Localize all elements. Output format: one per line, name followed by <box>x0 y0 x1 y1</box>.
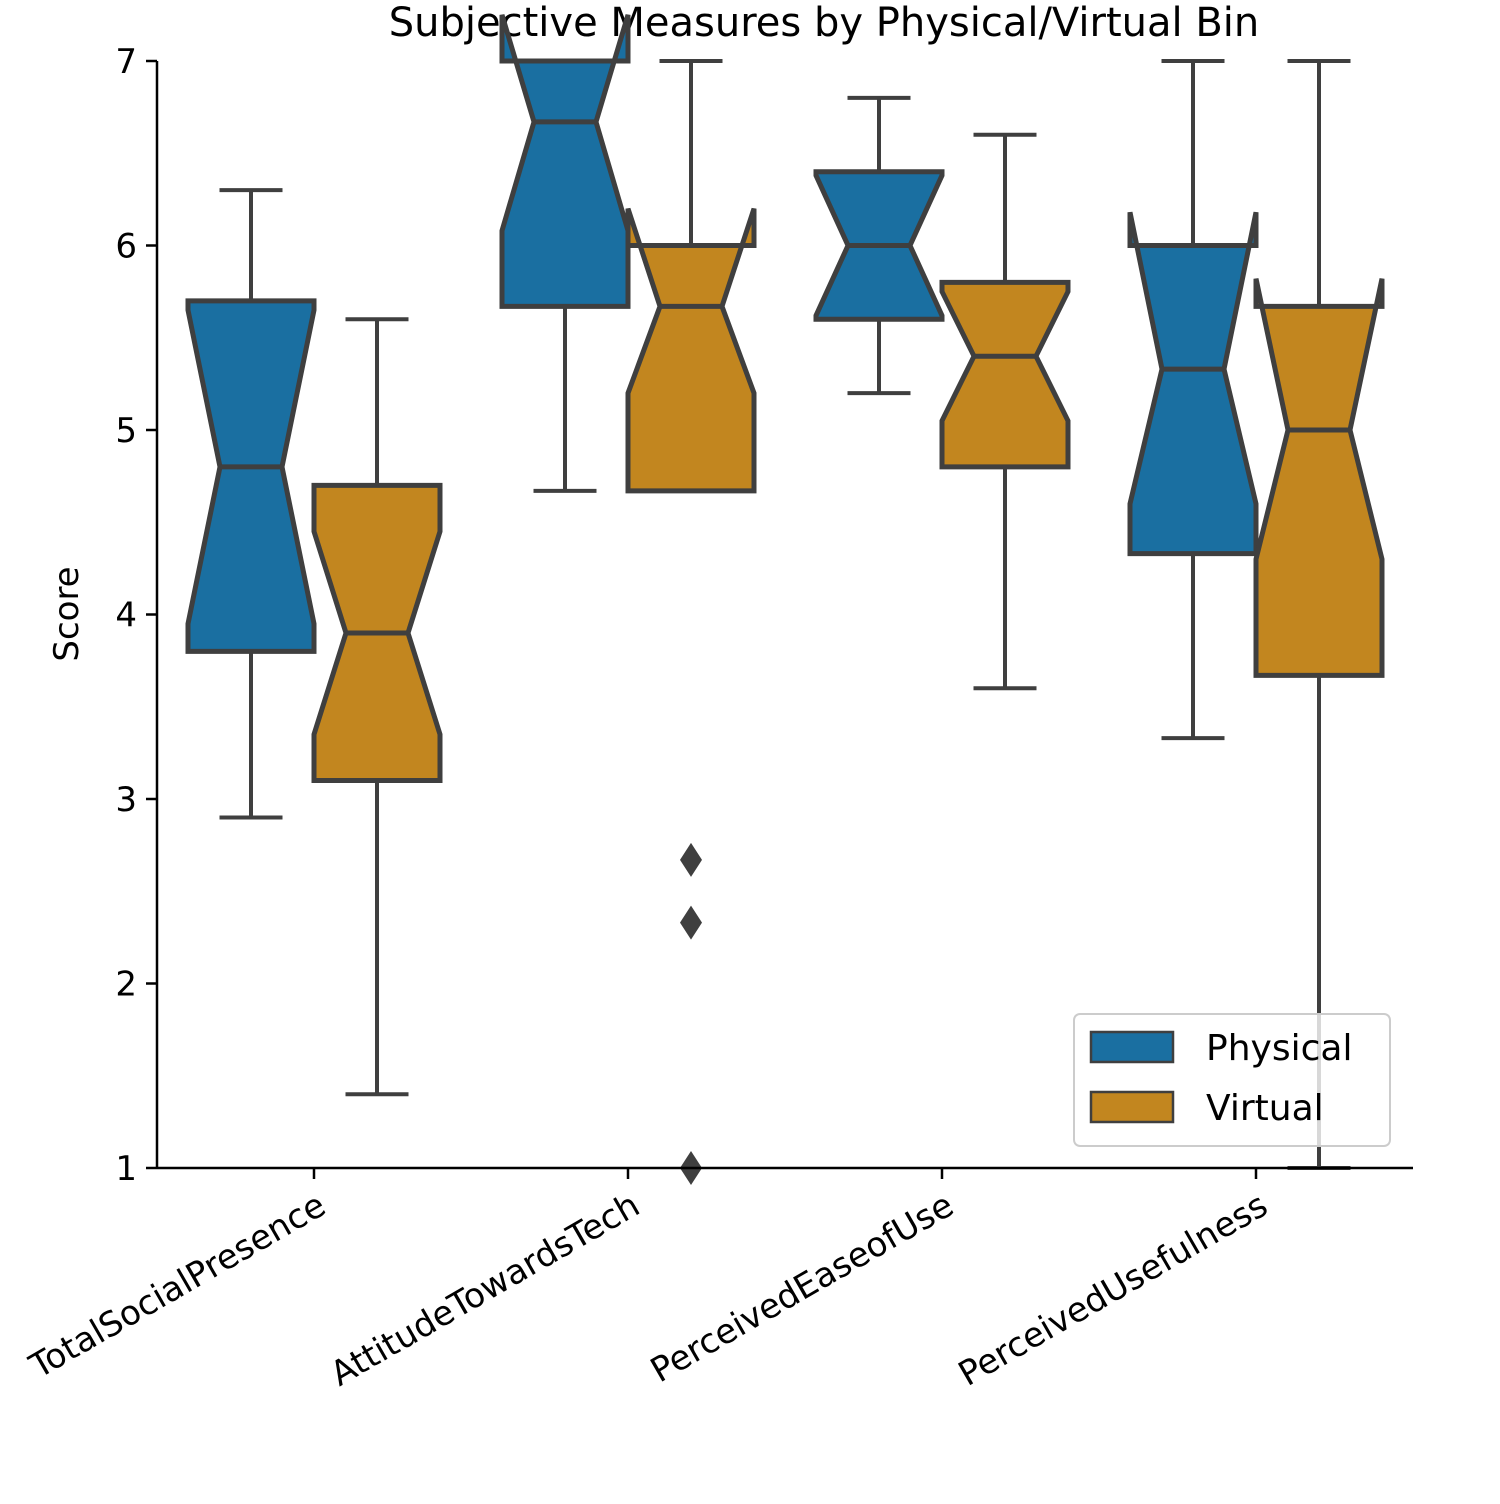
plot-area <box>185 14 1385 1185</box>
box-physical-3 <box>1127 59 1259 741</box>
box-physical-2 <box>813 95 945 396</box>
y-tick-label: 3 <box>115 780 137 820</box>
y-tick-label: 6 <box>115 227 137 267</box>
notched-box <box>625 207 757 494</box>
x-tick-label: PerceivedUsefulness <box>952 1185 1275 1394</box>
x-tick-label: TotalSocialPresence <box>22 1185 332 1387</box>
legend-label-physical: Physical <box>1206 1028 1352 1069</box>
box-virtual-2 <box>939 132 1071 691</box>
notched-box <box>1253 278 1385 678</box>
box-virtual-1 <box>625 59 757 1185</box>
y-tick-label: 4 <box>115 596 137 636</box>
notched-box <box>1127 211 1259 557</box>
y-tick-label: 1 <box>115 1149 137 1189</box>
legend: Physical Virtual <box>1073 1013 1391 1147</box>
legend-swatch-physical <box>1089 1030 1175 1064</box>
outlier-point <box>680 905 702 940</box>
y-axis-label: Score <box>47 566 87 661</box>
notched-box <box>185 298 317 654</box>
box-physical-1 <box>499 14 631 493</box>
box-virtual-0 <box>311 317 443 1097</box>
box-physical-0 <box>185 188 317 820</box>
box-virtual-3 <box>1253 59 1385 1170</box>
y-tick-label: 2 <box>115 965 137 1005</box>
y-tick-label: 7 <box>115 42 137 82</box>
y-tick-label: 5 <box>115 411 137 451</box>
x-tick-label: AttitudeTowardsTech <box>324 1185 647 1394</box>
notched-box <box>939 279 1071 470</box>
x-tick-label: PerceivedEaseofUse <box>644 1185 960 1391</box>
legend-swatch-virtual <box>1089 1090 1175 1124</box>
outlier-point <box>680 842 702 877</box>
notched-box <box>499 14 631 309</box>
legend-label-virtual: Virtual <box>1206 1088 1324 1129</box>
chart-title: Subjective Measures by Physical/Virtual … <box>389 0 1260 46</box>
